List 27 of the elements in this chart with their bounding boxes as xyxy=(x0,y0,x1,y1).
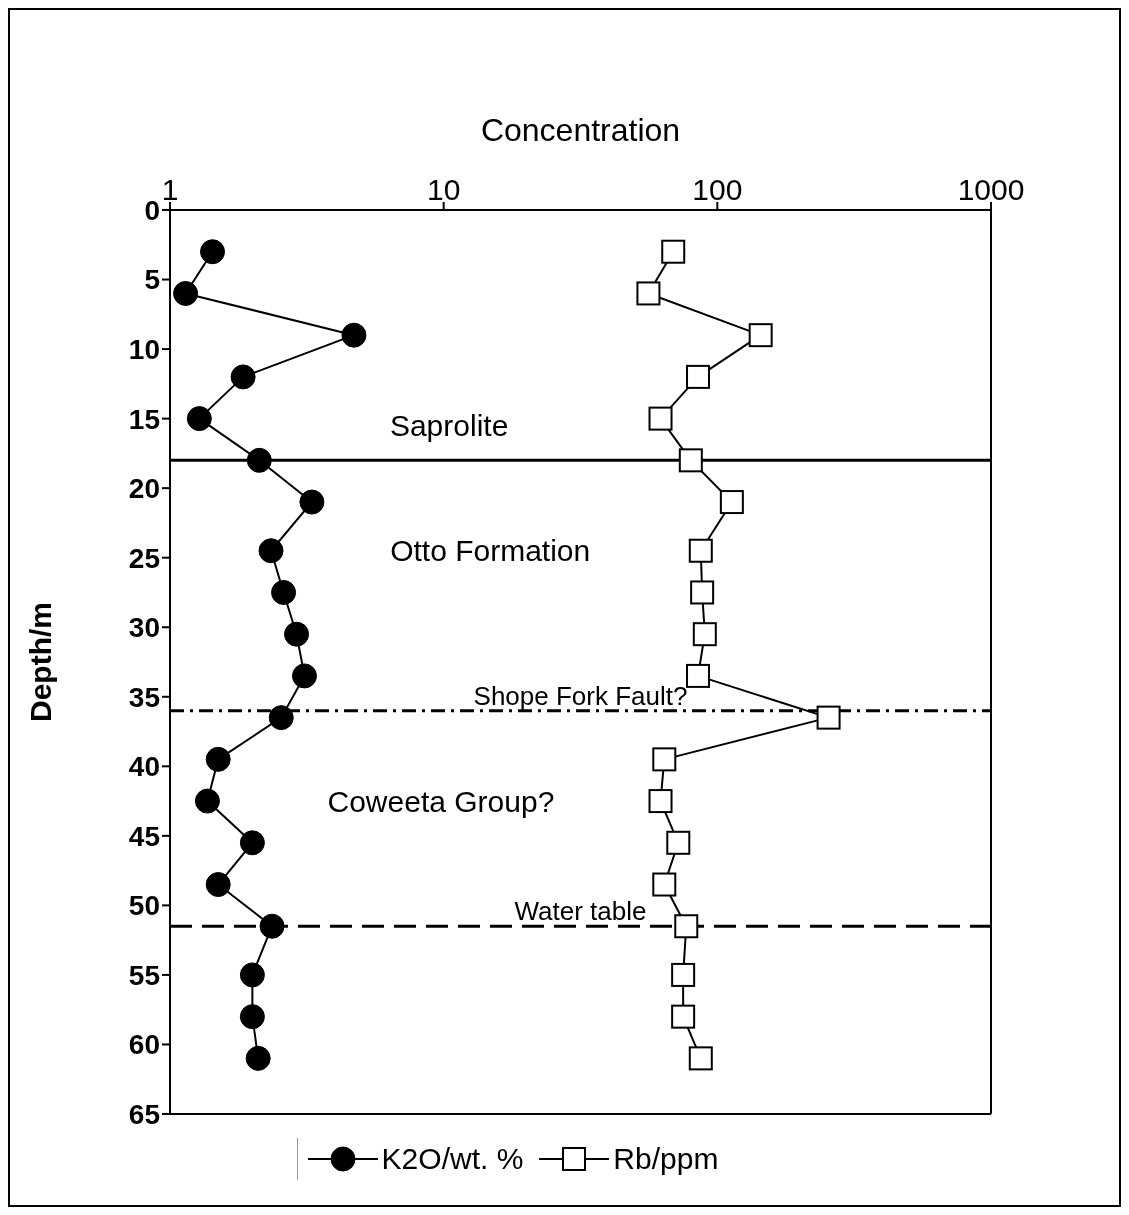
legend-label: K2O/wt. % xyxy=(381,1142,524,1176)
x-tick-label: 1 xyxy=(161,173,179,206)
annotation: Otto Formation xyxy=(390,534,591,568)
y-axis-title: Depth/m xyxy=(23,602,57,722)
y-tick-label: 55 xyxy=(128,959,160,991)
y-tick-label: 50 xyxy=(128,890,160,922)
y-tick-label: 5 xyxy=(144,264,160,296)
y-tick-label: 65 xyxy=(128,1098,160,1130)
y-tick-label: 40 xyxy=(128,751,160,783)
y-tick-label: 10 xyxy=(128,334,160,366)
annotation: Coweeta Group? xyxy=(327,784,555,818)
y-tick-label: 60 xyxy=(128,1029,160,1061)
x-tick-label: 10 xyxy=(426,173,461,206)
y-tick-label: 15 xyxy=(128,403,160,435)
ref-line-label: Water table xyxy=(514,896,647,927)
y-tick-label: 25 xyxy=(128,542,160,574)
x-tick-label: 1000 xyxy=(957,173,1025,206)
y-tick-label: 35 xyxy=(128,681,160,713)
legend-label: Rb/ppm xyxy=(613,1142,719,1176)
x-tick-label: 100 xyxy=(692,173,743,206)
y-tick-label: 45 xyxy=(128,820,160,852)
x-axis-title: Concentration xyxy=(480,111,681,148)
y-tick-label: 20 xyxy=(128,473,160,505)
ref-line-label: Shope Fork Fault? xyxy=(473,680,688,711)
annotation: Saprolite xyxy=(389,408,509,442)
y-tick-label: 30 xyxy=(128,612,160,644)
y-tick-label: 0 xyxy=(144,194,160,226)
